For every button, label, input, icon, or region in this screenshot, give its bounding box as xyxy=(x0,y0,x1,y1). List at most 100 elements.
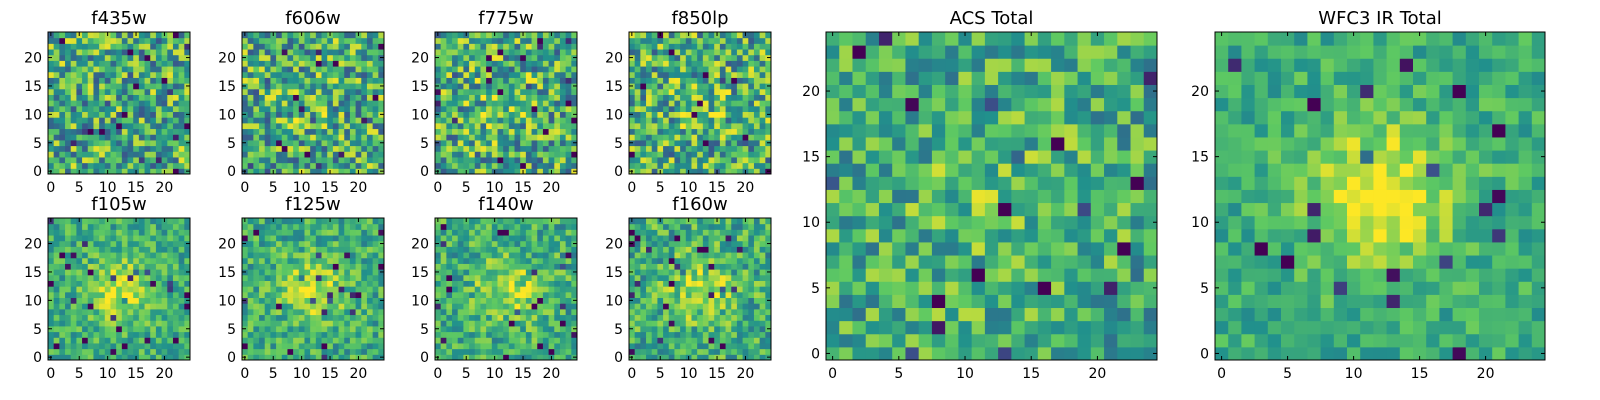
heatmap-cell xyxy=(247,235,254,242)
heatmap-cell xyxy=(531,117,538,124)
heatmap-cell xyxy=(646,43,653,50)
heatmap-cell xyxy=(253,240,260,247)
heatmap-cell xyxy=(310,105,317,113)
heatmap-cell xyxy=(161,145,168,152)
heatmap-cell xyxy=(469,105,476,113)
heatmap-cell xyxy=(708,286,715,293)
heatmap-cell xyxy=(53,303,60,310)
heatmap-cell xyxy=(259,71,266,78)
heatmap-cell xyxy=(759,134,766,141)
heatmap-cell xyxy=(150,156,157,164)
heatmap-cell xyxy=(486,49,493,56)
heatmap-cell xyxy=(748,83,755,90)
heatmap-cell xyxy=(127,43,134,50)
heatmap-cell xyxy=(144,54,151,61)
heatmap-cell xyxy=(293,168,300,175)
heatmap-cell xyxy=(714,37,721,44)
heatmap-cell xyxy=(315,240,323,247)
heatmap-cell xyxy=(531,66,538,73)
heatmap-cell xyxy=(440,134,447,141)
heatmap-cell xyxy=(725,145,732,152)
heatmap-cell xyxy=(674,37,681,44)
heatmap-cell xyxy=(765,314,772,321)
heatmap-cell xyxy=(59,286,66,293)
heatmap-cell xyxy=(748,314,755,321)
heatmap-cell xyxy=(446,111,453,118)
heatmap-cell xyxy=(150,246,157,253)
heatmap-cell xyxy=(674,325,681,333)
heatmap-cell xyxy=(104,314,111,321)
heatmap-cell xyxy=(59,71,66,78)
heatmap-cell xyxy=(571,32,578,39)
heatmap-cell xyxy=(150,218,157,225)
x-tick-label: 15 xyxy=(321,180,339,196)
heatmap-cell xyxy=(542,291,550,299)
heatmap-cell xyxy=(270,223,277,230)
heatmap-cell xyxy=(253,354,260,361)
heatmap-cell xyxy=(554,252,561,259)
y-tick-label: 0 xyxy=(33,164,42,180)
heatmap-cell xyxy=(259,134,266,141)
heatmap-cell xyxy=(110,263,117,270)
heatmap-cell xyxy=(537,274,544,281)
heatmap-cell xyxy=(651,348,658,355)
heatmap-cell xyxy=(731,280,738,287)
heatmap-cell xyxy=(542,348,550,355)
heatmap-cell xyxy=(446,43,453,50)
heatmap-cell xyxy=(76,337,83,344)
heatmap-cell xyxy=(327,162,334,169)
heatmap-cell xyxy=(349,49,357,56)
heatmap-cell xyxy=(514,111,521,118)
heatmap-cell xyxy=(640,354,647,361)
heatmap-cell xyxy=(321,83,328,90)
heatmap-cell xyxy=(469,100,476,107)
heatmap-cell xyxy=(242,77,249,84)
heatmap-cell xyxy=(537,66,544,73)
heatmap-cell xyxy=(668,162,675,169)
heatmap-cell xyxy=(321,246,328,253)
heatmap-cell xyxy=(651,320,658,327)
heatmap-cell xyxy=(697,37,704,44)
heatmap-cell xyxy=(366,342,374,350)
heatmap-cell xyxy=(93,297,100,304)
heatmap-cell xyxy=(691,348,698,355)
heatmap-cell xyxy=(82,303,89,310)
heatmap-cell xyxy=(48,246,55,253)
heatmap-cell xyxy=(327,286,334,293)
heatmap-cell xyxy=(121,122,129,130)
heatmap-cell xyxy=(53,128,60,135)
heatmap-cell xyxy=(287,325,294,333)
heatmap-cell xyxy=(520,117,527,124)
heatmap-cell xyxy=(178,37,185,44)
heatmap-cell xyxy=(565,156,572,164)
heatmap-cell xyxy=(138,94,146,101)
y-tick-label: 15 xyxy=(411,265,429,281)
heatmap-cell xyxy=(440,128,447,135)
heatmap-cell xyxy=(361,77,368,84)
y-tick-label: 10 xyxy=(411,107,429,123)
heatmap-cell xyxy=(76,240,83,247)
heatmap-cell xyxy=(514,88,521,95)
heatmap-cell xyxy=(327,100,334,107)
heatmap-cell xyxy=(332,331,340,338)
heatmap-cell xyxy=(463,111,470,118)
heatmap-cell xyxy=(452,331,459,338)
heatmap-cell xyxy=(344,274,351,281)
heatmap-cell xyxy=(548,134,555,141)
heatmap-cell xyxy=(304,145,311,152)
heatmap-cell xyxy=(474,105,481,113)
heatmap-cell xyxy=(514,297,521,304)
heatmap-cell xyxy=(452,286,459,293)
heatmap-cell xyxy=(242,286,249,293)
heatmap-cell xyxy=(155,111,163,118)
heatmap-cell xyxy=(514,49,521,56)
heatmap-cell xyxy=(457,60,464,67)
heatmap-cell xyxy=(110,252,117,259)
x-tick-label: 0 xyxy=(240,366,249,382)
heatmap-cell xyxy=(270,54,277,61)
heatmap-cell xyxy=(765,308,772,316)
heatmap-cell xyxy=(281,252,288,259)
heatmap-cell xyxy=(440,218,447,225)
heatmap-cell xyxy=(167,60,174,67)
heatmap-cell xyxy=(731,128,738,135)
